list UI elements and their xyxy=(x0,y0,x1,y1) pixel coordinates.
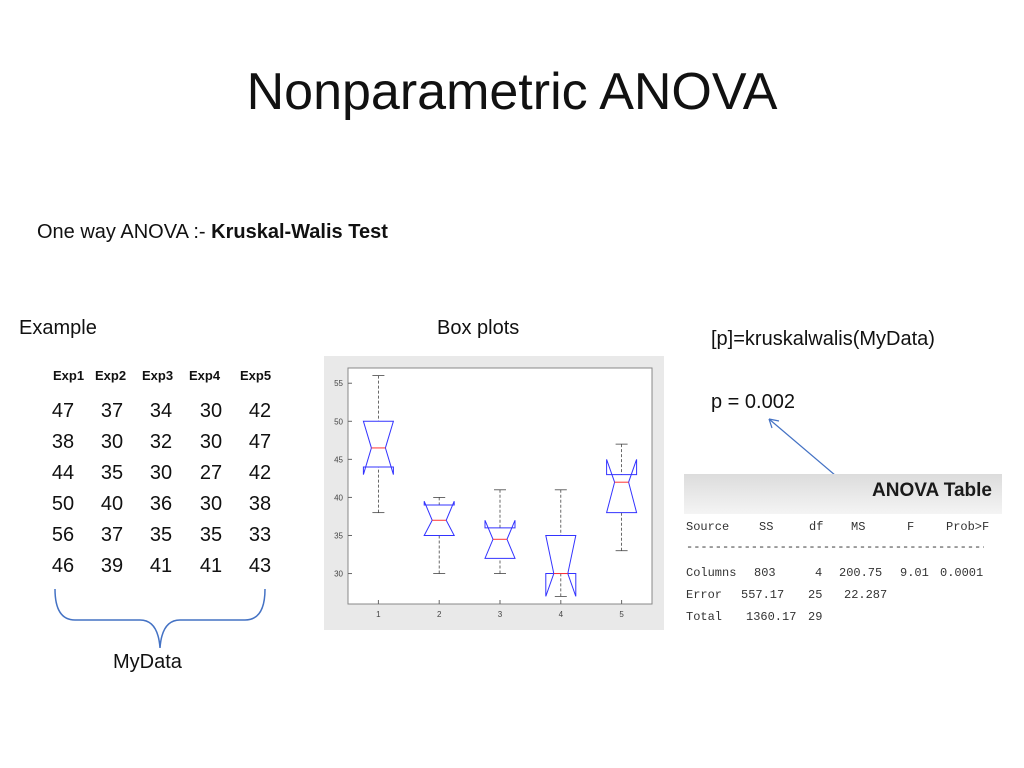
notched-box xyxy=(545,534,577,597)
boxplots-label: Box plots xyxy=(437,317,520,339)
anova-table-image: ANOVA Table Source SS df MS F Prob>F Col… xyxy=(684,474,1002,632)
y-tick-label: 40 xyxy=(334,493,343,502)
cell: 39 xyxy=(100,555,124,577)
cell: 36 xyxy=(149,493,173,515)
example-label: Example xyxy=(19,317,97,339)
anova-title: ANOVA Table xyxy=(872,480,992,501)
cell: 50 xyxy=(51,493,75,515)
plot-area xyxy=(347,367,653,605)
cell: 37 xyxy=(100,524,124,546)
anova-col-source: Source xyxy=(686,520,730,534)
y-tick-label: 30 xyxy=(334,570,343,579)
cell: 35 xyxy=(199,524,223,546)
notched-box xyxy=(484,520,516,559)
anova-header-bar: ANOVA Table xyxy=(684,474,1002,514)
matlab-command: [p]=kruskalwalis(MyData) xyxy=(711,328,935,350)
anova-cell: 0.0001 xyxy=(940,566,984,580)
cell: 41 xyxy=(149,555,173,577)
boxplot-figure: 30 35 40 45 50 55 1 2 3 4 5 xyxy=(324,356,664,630)
x-tick-label: 5 xyxy=(619,610,624,619)
anova-divider: ----------------------------------------… xyxy=(686,540,984,554)
cell: 27 xyxy=(199,462,223,484)
anova-cell: 22.287 xyxy=(844,588,888,602)
cell: 30 xyxy=(199,400,223,422)
slide-subtitle: One way ANOVA :- Kruskal-Walis Test xyxy=(37,221,388,244)
x-tick-label: 1 xyxy=(376,610,381,619)
anova-cell: 200.75 xyxy=(839,566,883,580)
arrow-head-start xyxy=(768,418,780,429)
x-tick-label: 2 xyxy=(437,610,442,619)
cell: 43 xyxy=(248,555,272,577)
header-exp3: Exp3 xyxy=(142,368,174,383)
mydata-label: MyData xyxy=(113,651,182,673)
anova-cell: Columns xyxy=(686,566,737,580)
cell: 38 xyxy=(248,493,272,515)
y-tick-label: 50 xyxy=(334,417,343,426)
cell: 33 xyxy=(248,524,272,546)
notched-box xyxy=(605,459,638,514)
cell: 42 xyxy=(248,400,272,422)
header-exp1: Exp1 xyxy=(53,368,85,383)
anova-cell: 803 xyxy=(754,566,776,580)
cell: 40 xyxy=(100,493,124,515)
cell: 38 xyxy=(51,431,75,453)
anova-cell: 29 xyxy=(808,610,823,624)
notched-box xyxy=(423,501,456,536)
header-exp5: Exp5 xyxy=(240,368,272,383)
x-tick-label: 4 xyxy=(559,610,564,619)
header-exp2: Exp2 xyxy=(95,368,127,383)
y-tick-label: 35 xyxy=(334,531,343,540)
anova-col-f: F xyxy=(907,520,915,534)
cell: 56 xyxy=(51,524,75,546)
cell: 30 xyxy=(199,493,223,515)
cell: 42 xyxy=(248,462,272,484)
cell: 35 xyxy=(149,524,173,546)
cell: 32 xyxy=(149,431,173,453)
x-tick-label: 3 xyxy=(498,610,503,619)
anova-cell: 557.17 xyxy=(741,588,785,602)
cell: 37 xyxy=(100,400,124,422)
cell: 44 xyxy=(51,462,75,484)
y-tick-label: 45 xyxy=(334,455,343,464)
cell: 30 xyxy=(100,431,124,453)
cell: 46 xyxy=(51,555,75,577)
anova-cell: 25 xyxy=(808,588,823,602)
slide-title: Nonparametric ANOVA xyxy=(246,63,778,121)
anova-col-prob: Prob>F xyxy=(946,520,990,534)
cell: 41 xyxy=(199,555,223,577)
cell: 30 xyxy=(149,462,173,484)
p-value-text: p = 0.002 xyxy=(711,391,795,413)
subtitle-prefix: One way ANOVA :- xyxy=(37,221,212,243)
anova-col-ss: SS xyxy=(759,520,774,534)
anova-col-df: df xyxy=(809,520,824,534)
cell: 47 xyxy=(248,431,272,453)
y-tick-label: 55 xyxy=(334,379,343,388)
anova-cell: Total xyxy=(686,610,723,624)
anova-cell: 9.01 xyxy=(900,566,929,580)
header-exp4: Exp4 xyxy=(189,368,221,383)
notched-box xyxy=(362,420,395,475)
cell: 30 xyxy=(199,431,223,453)
subtitle-test-name: Kruskal-Walis Test xyxy=(211,221,388,243)
cell: 35 xyxy=(100,462,124,484)
anova-cell: 1360.17 xyxy=(746,610,797,624)
cell: 34 xyxy=(149,400,173,422)
anova-cell: Error xyxy=(686,588,723,602)
mydata-brace xyxy=(54,588,266,649)
anova-cell: 4 xyxy=(815,566,823,580)
cell: 47 xyxy=(51,400,75,422)
anova-col-ms: MS xyxy=(851,520,866,534)
